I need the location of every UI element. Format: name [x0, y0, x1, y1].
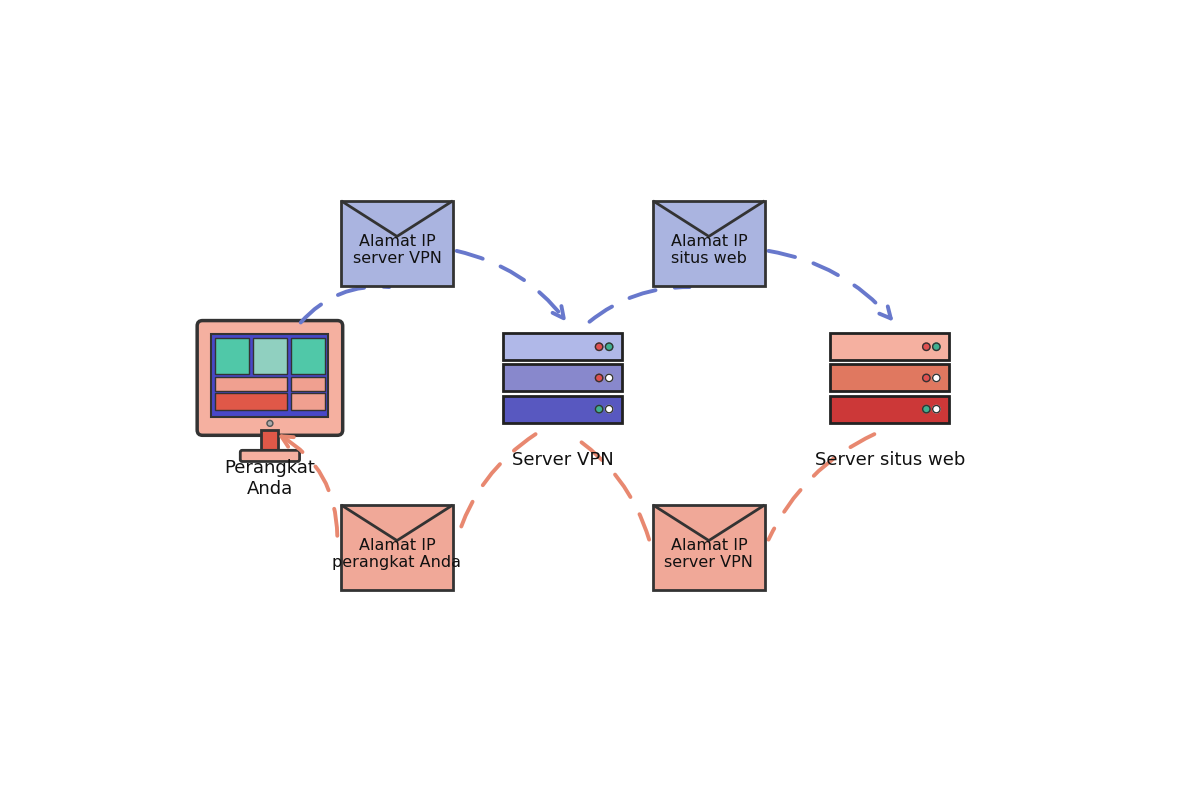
Bar [830, 333, 950, 360]
Circle shape [606, 374, 613, 381]
Circle shape [933, 405, 940, 413]
Circle shape [595, 374, 602, 381]
Bar [653, 505, 764, 590]
Circle shape [922, 343, 931, 351]
Bar [341, 201, 452, 285]
Bar [830, 364, 950, 392]
Circle shape [922, 405, 931, 413]
Bar [261, 430, 279, 453]
Circle shape [606, 343, 613, 351]
Bar [291, 393, 325, 410]
Circle shape [922, 374, 931, 381]
Text: Alamat IP
perangkat Anda: Alamat IP perangkat Anda [333, 538, 462, 570]
Bar [653, 201, 764, 285]
Bar [291, 337, 325, 374]
FancyArrowPatch shape [457, 434, 535, 540]
FancyArrowPatch shape [589, 287, 690, 322]
Bar [291, 377, 325, 392]
Bar [830, 396, 950, 423]
Circle shape [595, 343, 602, 351]
FancyArrowPatch shape [457, 251, 563, 318]
Circle shape [933, 343, 940, 351]
Text: Perangkat
Anda: Perangkat Anda [224, 459, 315, 497]
FancyArrowPatch shape [769, 434, 874, 540]
Bar [253, 337, 287, 374]
Text: Alamat IP
server VPN: Alamat IP server VPN [665, 538, 753, 570]
FancyArrowPatch shape [301, 287, 390, 323]
Text: Alamat IP
server VPN: Alamat IP server VPN [353, 234, 442, 266]
Text: Server situs web: Server situs web [815, 451, 965, 469]
FancyBboxPatch shape [240, 450, 300, 461]
FancyArrowPatch shape [570, 434, 650, 540]
Circle shape [267, 421, 273, 426]
Bar [503, 396, 622, 423]
Bar [211, 334, 328, 417]
Bar [215, 377, 287, 392]
Bar [215, 337, 249, 374]
FancyArrowPatch shape [769, 251, 890, 319]
Bar [215, 393, 287, 410]
Bar [503, 364, 622, 392]
Text: Server VPN: Server VPN [511, 451, 613, 469]
FancyBboxPatch shape [197, 320, 342, 435]
Bar [341, 505, 452, 590]
Circle shape [595, 405, 602, 413]
FancyArrowPatch shape [281, 437, 338, 536]
Circle shape [933, 374, 940, 381]
Bar [503, 333, 622, 360]
Text: Alamat IP
situs web: Alamat IP situs web [671, 234, 748, 266]
Circle shape [606, 405, 613, 413]
